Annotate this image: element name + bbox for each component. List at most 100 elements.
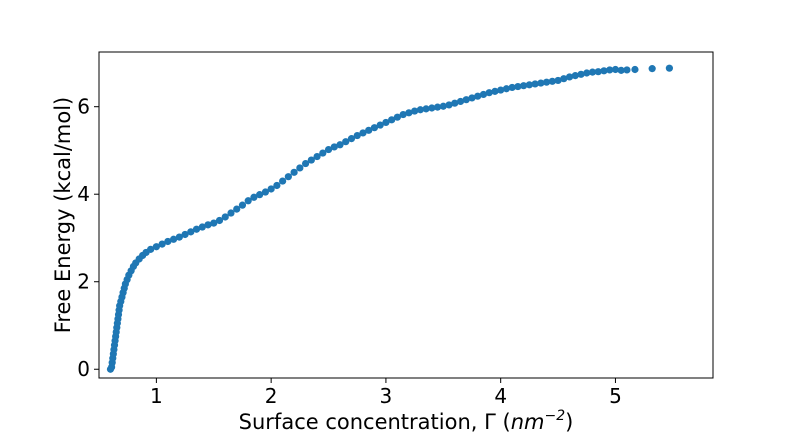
y-tick-label: 2 bbox=[77, 270, 90, 294]
data-point bbox=[307, 156, 315, 164]
data-point bbox=[365, 126, 373, 134]
data-point bbox=[210, 219, 218, 227]
data-point bbox=[319, 149, 327, 157]
data-point bbox=[606, 66, 614, 74]
data-point bbox=[181, 230, 189, 239]
data-point bbox=[565, 73, 574, 81]
data-point bbox=[588, 68, 597, 76]
data-point bbox=[164, 237, 172, 246]
data-point bbox=[514, 82, 522, 91]
data-point bbox=[456, 97, 465, 106]
data-point bbox=[474, 92, 482, 100]
data-point bbox=[175, 233, 183, 241]
data-point bbox=[290, 168, 298, 176]
data-point bbox=[617, 66, 625, 74]
y-tick-label: 6 bbox=[77, 95, 90, 119]
data-point bbox=[244, 197, 252, 205]
data-point bbox=[330, 143, 338, 151]
data-point bbox=[411, 107, 419, 115]
data-point bbox=[542, 78, 551, 86]
x-axis-label: Surface concentration, Γ (nm−2) bbox=[239, 408, 574, 432]
data-point bbox=[422, 105, 430, 113]
data-point bbox=[250, 193, 258, 201]
data-point bbox=[187, 228, 195, 236]
data-point bbox=[554, 76, 562, 85]
data-point bbox=[284, 173, 292, 181]
y-tick-label: 0 bbox=[77, 357, 90, 381]
data-point bbox=[198, 223, 206, 231]
data-point bbox=[233, 205, 241, 213]
data-point bbox=[623, 66, 631, 74]
data-point bbox=[324, 145, 333, 154]
data-point bbox=[451, 99, 459, 107]
data-point bbox=[497, 86, 505, 94]
plot-frame bbox=[98, 51, 714, 379]
data-point bbox=[238, 201, 247, 209]
y-axis-label: Free Energy (kcal/mol) bbox=[51, 97, 75, 333]
data-point bbox=[301, 159, 310, 168]
data-point bbox=[531, 80, 539, 88]
data-point bbox=[571, 72, 579, 80]
data-point bbox=[353, 131, 361, 140]
data-point bbox=[393, 113, 401, 121]
data-point bbox=[347, 135, 356, 143]
x-tick-label: 4 bbox=[494, 384, 507, 408]
data-point bbox=[445, 101, 453, 109]
data-point bbox=[382, 118, 390, 127]
data-point bbox=[508, 83, 516, 92]
data-point bbox=[468, 94, 476, 102]
data-point bbox=[665, 64, 673, 72]
data-point bbox=[296, 164, 304, 172]
data-point bbox=[376, 121, 384, 129]
x-axis-label-close: ) bbox=[565, 410, 573, 432]
data-point bbox=[485, 89, 493, 97]
data-point bbox=[560, 75, 568, 83]
data-point bbox=[267, 185, 275, 193]
data-point bbox=[537, 79, 545, 87]
data-point bbox=[433, 103, 442, 111]
data-point bbox=[147, 245, 155, 253]
data-point bbox=[256, 191, 264, 199]
data-point bbox=[221, 213, 229, 221]
data-point bbox=[169, 235, 178, 243]
y-axis: 0 2 4 6 bbox=[77, 95, 99, 381]
data-point bbox=[273, 181, 281, 190]
data-point bbox=[313, 152, 321, 161]
x-axis-label-exponent: −2 bbox=[544, 408, 565, 424]
data-point bbox=[520, 82, 528, 90]
data-point bbox=[525, 81, 533, 89]
x-axis: 1 2 3 4 5 bbox=[150, 378, 622, 408]
data-point bbox=[370, 124, 379, 132]
data-point bbox=[439, 102, 447, 110]
y-tick-label: 4 bbox=[77, 182, 90, 206]
data-point bbox=[583, 69, 591, 77]
data-point bbox=[158, 240, 166, 248]
x-tick-label: 5 bbox=[609, 384, 622, 408]
data-point bbox=[152, 243, 160, 251]
data-point bbox=[342, 138, 350, 146]
data-point bbox=[548, 77, 556, 85]
data-point bbox=[600, 67, 608, 75]
data-point bbox=[405, 109, 413, 117]
data-point bbox=[204, 221, 212, 229]
data-point bbox=[399, 110, 407, 119]
x-tick-label: 2 bbox=[265, 384, 278, 408]
data-point bbox=[502, 85, 511, 93]
data-point bbox=[279, 177, 287, 185]
x-tick-label: 3 bbox=[380, 384, 393, 408]
data-point bbox=[491, 87, 499, 95]
data-point bbox=[416, 106, 424, 114]
data-point bbox=[428, 104, 436, 112]
data-point bbox=[388, 116, 396, 124]
x-axis-label-text: Surface concentration, Γ ( bbox=[239, 410, 511, 432]
data-point bbox=[336, 141, 344, 149]
data-point bbox=[227, 209, 235, 217]
x-tick-label: 1 bbox=[150, 384, 163, 408]
data-point bbox=[631, 65, 639, 74]
data-point bbox=[577, 70, 585, 78]
data-point bbox=[594, 68, 602, 76]
data-point bbox=[359, 129, 367, 137]
data-point bbox=[215, 216, 224, 225]
data-point bbox=[261, 188, 270, 196]
